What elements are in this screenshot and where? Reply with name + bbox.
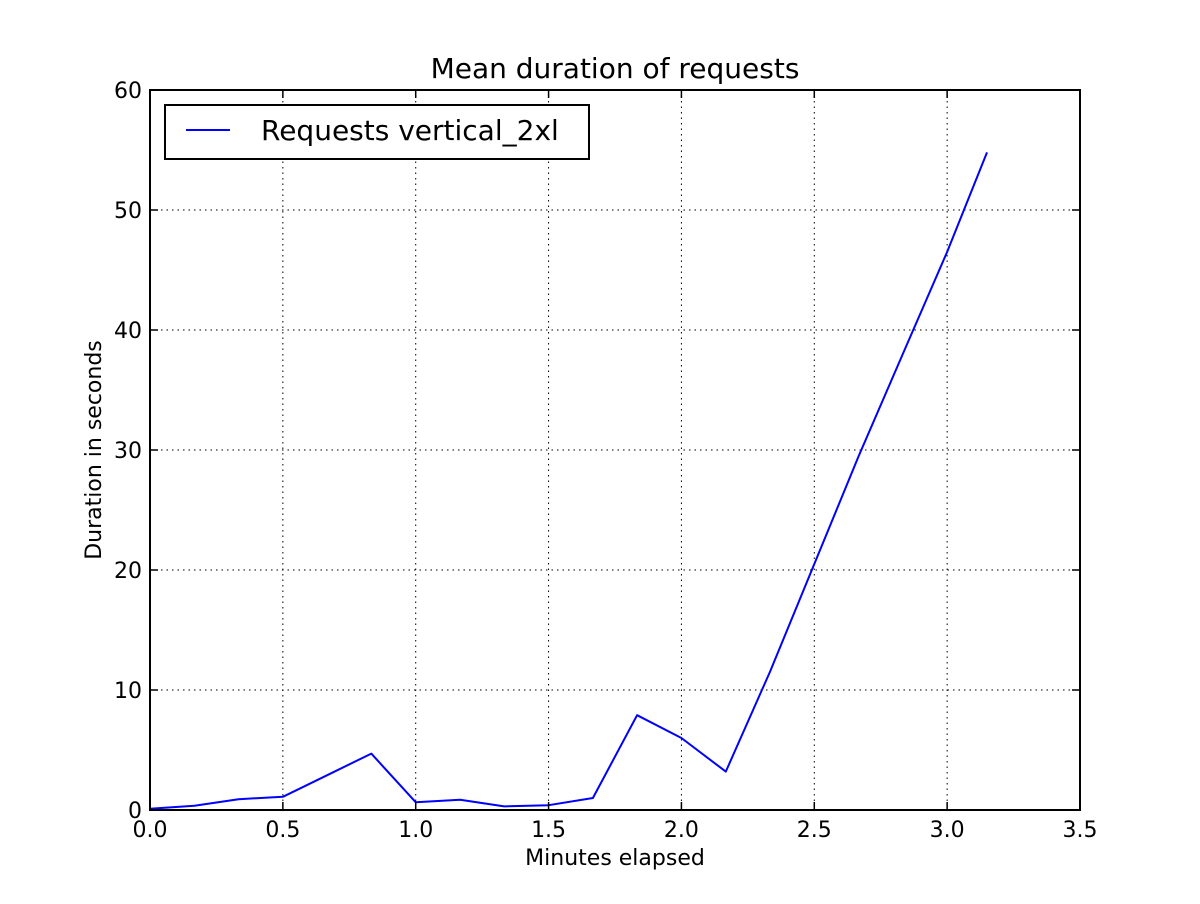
x-tick-label: 1.0 [398,818,433,843]
x-tick-label: 0.5 [265,818,300,843]
y-tick-label: 30 [114,439,142,464]
x-axis-label: Minutes elapsed [525,846,705,871]
y-tick-label: 60 [114,79,142,104]
y-tick-label: 40 [114,319,142,344]
x-tick-label: 2.0 [664,818,699,843]
y-tick-label: 0 [128,799,142,824]
x-tick-label: 1.5 [531,818,566,843]
y-tick-label: 10 [114,679,142,704]
plot-area-frame [149,89,1081,811]
series-line [149,152,988,810]
grid-lines [150,90,1080,810]
x-tick-label: 0.0 [133,818,168,843]
y-tick-label: 50 [114,199,142,224]
series-lines [149,152,988,810]
x-tick-label: 3.5 [1063,818,1098,843]
axis-ticks: 0.0 0.5 1.0 1.5 2.0 2.5 3.0 3.5 0 10 20 30 40 50 60 [114,79,1098,843]
legend-frame [164,104,590,160]
chart-title: Mean duration of requests [431,52,800,85]
legend: Requests vertical_2xl [164,104,590,160]
x-tick-label: 3.0 [930,818,965,843]
y-tick-label: 20 [114,559,142,584]
x-tick-label: 2.5 [797,818,832,843]
y-axis-label: Duration in seconds [82,340,107,560]
legend-entry-label: Requests vertical_2xl [261,114,559,147]
